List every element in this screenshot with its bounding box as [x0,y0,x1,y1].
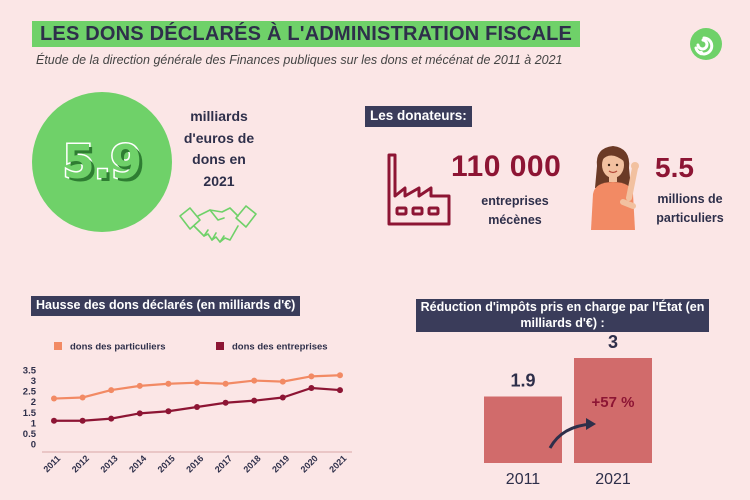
data-point [222,380,229,387]
data-point [279,378,286,385]
headline-value: 5.9 [61,134,143,191]
x-tick-label: 2017 [213,453,234,474]
bar-category-label: 2021 [595,471,631,488]
factory-icon [387,153,451,226]
headline-circle: 5.9 [32,92,172,232]
data-point [79,394,86,401]
headline-label: milliards d'euros de dons en 2021 [183,108,255,190]
bar [574,358,652,463]
y-tick-label: 1 [31,418,37,429]
particuliers-value: 5.5 [655,152,694,183]
data-point [279,394,286,401]
reduction-chart-title: Réduction d'impôts pris en charge par l'… [416,299,709,333]
data-point [222,399,229,406]
growth-annotation: +57 % [592,394,635,411]
x-tick-label: 2019 [270,453,291,474]
y-tick-label: 3 [31,376,36,387]
entreprises-label: entreprises mécènes [481,194,549,227]
data-point [165,380,172,387]
growth-arrow-head [586,418,596,430]
data-point [79,417,86,424]
logo-icon [690,28,722,60]
legend-marker [216,342,224,350]
bar [484,396,562,463]
data-point [165,408,172,415]
page-title: LES DONS DÉCLARÉS À L'ADMINISTRATION FIS… [40,22,573,45]
x-tick-label: 2016 [184,453,205,474]
data-point [251,377,258,384]
y-tick-label: 2.5 [23,387,37,398]
data-point [108,415,115,422]
bar-value-label: 3 [608,332,618,352]
data-point [308,373,315,380]
title-banner: LES DONS DÉCLARÉS À L'ADMINISTRATION FIS… [32,21,581,47]
series-line [53,374,341,400]
x-tick-label: 2021 [327,453,348,474]
y-tick-label: 3.5 [23,366,37,377]
legend-marker [54,342,62,350]
line-chart: 00.511.522.533.5 2011 2012 2013 2014 2015 2016… [23,342,352,474]
x-tick-label: 2015 [156,453,177,474]
hausse-chart-title: Hausse des dons déclarés (en milliards d… [31,296,301,316]
x-tick-label: 2018 [241,453,262,474]
x-tick-label: 2014 [127,453,148,474]
handshake-icon [179,205,257,243]
data-point [337,387,343,394]
data-point [136,410,143,417]
x-tick-label: 2012 [70,453,91,474]
y-tick-label: 1.5 [23,408,37,419]
data-point [108,387,115,394]
legend-label: dons des entreprises [232,342,328,353]
data-point [51,417,57,424]
donateurs-label: Les donateurs: [365,106,472,127]
bar-value-label: 1.9 [510,371,535,391]
data-point [194,404,200,410]
y-tick-label: 2 [31,397,36,408]
woman-icon [591,146,639,230]
page-subtitle: Étude de la direction générale des Finan… [36,53,563,67]
entreprises-value: 110 000 [451,150,562,183]
legend-label: dons des particuliers [70,342,166,353]
data-point [308,384,315,391]
data-point [337,372,343,379]
data-point [251,397,258,404]
y-tick-label: 0 [31,440,36,451]
data-point [136,382,143,389]
bar-category-label: 2011 [506,471,541,488]
particuliers-label: millions de particuliers [656,192,724,225]
y-tick-label: 0.5 [23,429,37,440]
x-tick-label: 2011 [41,453,62,474]
bar-chart: 1.9 2011 3 2021 +57 % [484,332,652,488]
data-point [194,379,200,386]
data-point [51,395,57,402]
x-tick-label: 2020 [299,453,320,474]
x-tick-label: 2013 [98,453,119,474]
